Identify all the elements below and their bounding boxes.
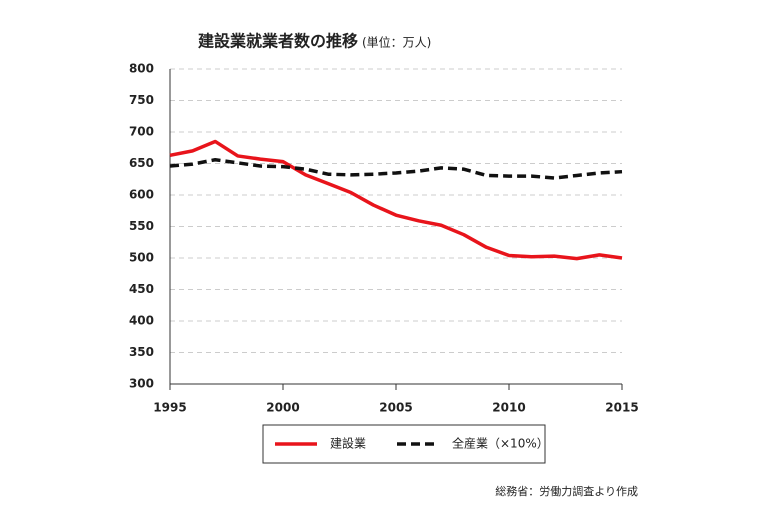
x-tick-label: 1995 bbox=[153, 401, 186, 415]
y-tick-label: 500 bbox=[129, 251, 154, 265]
chart-title: 建設業就業者数の推移 bbox=[198, 32, 358, 51]
x-tick-label: 2005 bbox=[379, 401, 412, 415]
source-note: 総務省：労働力調査より作成 bbox=[495, 484, 638, 498]
series-line bbox=[169, 139, 623, 261]
y-tick-label: 650 bbox=[129, 156, 154, 170]
y-tick-label: 700 bbox=[129, 125, 154, 139]
chart-subtitle: (単位：万人) bbox=[362, 35, 431, 50]
x-tick-label: 2000 bbox=[266, 401, 299, 415]
y-tick-label: 800 bbox=[129, 62, 154, 76]
legend-box bbox=[262, 424, 546, 464]
y-tick-label: 400 bbox=[129, 314, 154, 328]
y-tick-label: 600 bbox=[129, 188, 154, 202]
y-tick-label: 350 bbox=[129, 345, 154, 359]
y-tick-label: 750 bbox=[129, 93, 154, 107]
series-line bbox=[169, 157, 623, 180]
y-tick-label: 550 bbox=[129, 219, 154, 233]
x-tick-label: 2010 bbox=[492, 401, 525, 415]
x-tick-label: 2015 bbox=[605, 401, 638, 415]
legend-label: 建設業 bbox=[330, 436, 366, 451]
legend-label: 全産業（×10%） bbox=[452, 436, 549, 451]
y-tick-label: 450 bbox=[129, 282, 154, 296]
y-tick-label: 300 bbox=[129, 377, 154, 391]
